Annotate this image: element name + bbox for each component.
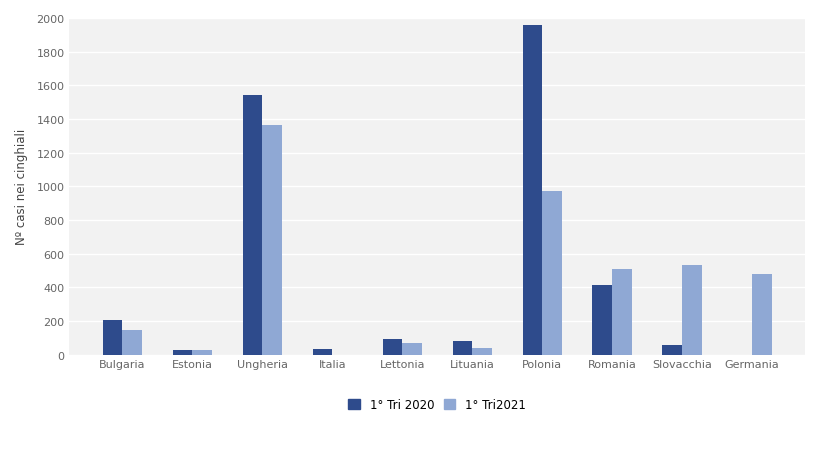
Bar: [173, 350, 192, 355]
Bar: [102, 320, 122, 355]
Bar: [541, 191, 561, 355]
Bar: [662, 345, 681, 355]
Bar: [472, 348, 491, 355]
Bar: [122, 331, 142, 355]
Bar: [452, 341, 472, 355]
Y-axis label: Nº casi nei cinghiali: Nº casi nei cinghiali: [15, 129, 28, 245]
Bar: [242, 96, 262, 355]
Bar: [401, 344, 421, 355]
Bar: [592, 285, 611, 355]
Bar: [312, 350, 332, 355]
Bar: [522, 25, 541, 355]
Bar: [192, 350, 211, 355]
Bar: [382, 339, 401, 355]
Bar: [681, 266, 701, 355]
Bar: [611, 269, 631, 355]
Legend: 1° Tri 2020, 1° Tri2021: 1° Tri 2020, 1° Tri2021: [343, 394, 530, 416]
Bar: [262, 125, 282, 355]
Bar: [751, 275, 771, 355]
